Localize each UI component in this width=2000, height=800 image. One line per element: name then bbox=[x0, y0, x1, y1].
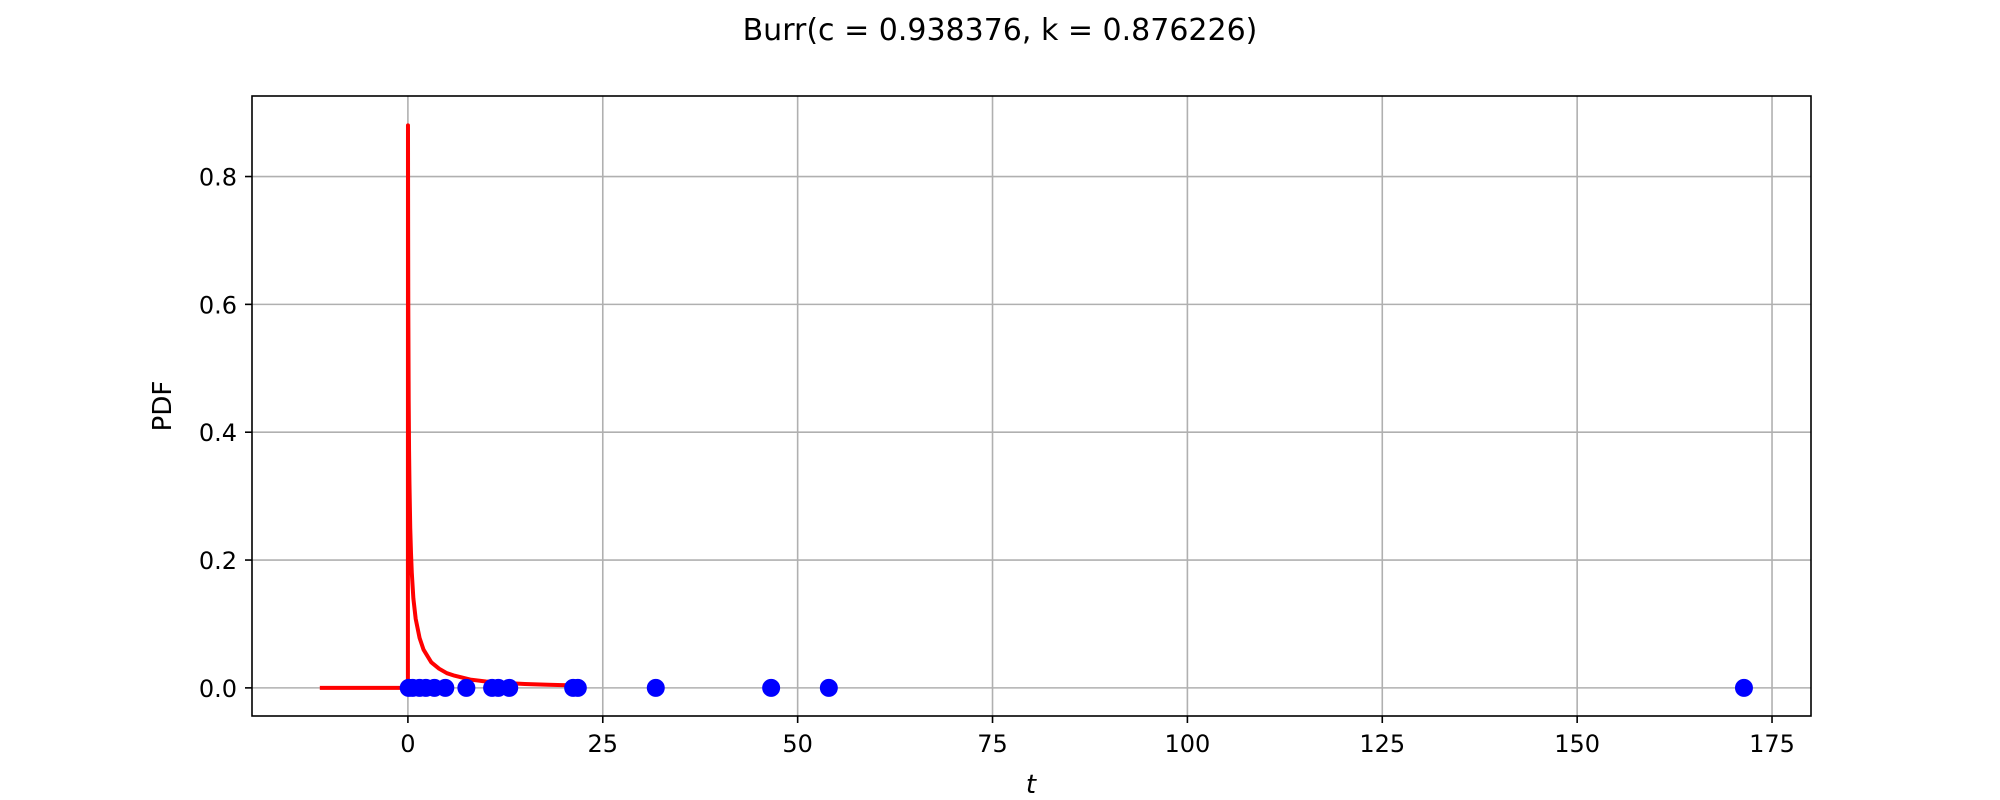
x-tick-label: 0 bbox=[400, 730, 415, 758]
data-point bbox=[762, 678, 781, 697]
x-tick-label: 125 bbox=[1359, 730, 1405, 758]
x-tick-label: 75 bbox=[977, 730, 1008, 758]
data-point bbox=[646, 678, 665, 697]
x-tick-label: 175 bbox=[1749, 730, 1795, 758]
y-tick-label: 0.2 bbox=[199, 547, 237, 575]
grid bbox=[252, 96, 1811, 716]
data-point bbox=[436, 678, 455, 697]
plot-frame bbox=[251, 95, 1812, 717]
y-tick-label: 0.4 bbox=[199, 419, 237, 447]
x-tick-label: 150 bbox=[1554, 730, 1600, 758]
y-axis: 0.0 0.2 0.4 0.6 0.8 bbox=[199, 164, 252, 703]
x-axis-label: t bbox=[1026, 770, 1037, 800]
data-point bbox=[568, 678, 587, 697]
data-point bbox=[457, 678, 476, 697]
x-tick-label: 100 bbox=[1164, 730, 1210, 758]
x-tick-label: 50 bbox=[782, 730, 813, 758]
x-tick-label: 25 bbox=[588, 730, 619, 758]
plot-area bbox=[319, 123, 1753, 697]
data-point bbox=[1734, 678, 1753, 697]
x-axis: 0 25 50 75 100 125 150 175 bbox=[400, 716, 1795, 758]
pdf-curve bbox=[319, 123, 572, 690]
y-tick-label: 0.8 bbox=[199, 164, 237, 192]
chart-title: Burr(c = 0.938376, k = 0.876226) bbox=[743, 13, 1258, 48]
y-tick-label: 0.6 bbox=[199, 291, 237, 319]
data-point bbox=[819, 678, 838, 697]
data-point bbox=[500, 678, 519, 697]
y-axis-label: PDF bbox=[148, 381, 178, 432]
y-tick-label: 0.0 bbox=[199, 675, 237, 703]
